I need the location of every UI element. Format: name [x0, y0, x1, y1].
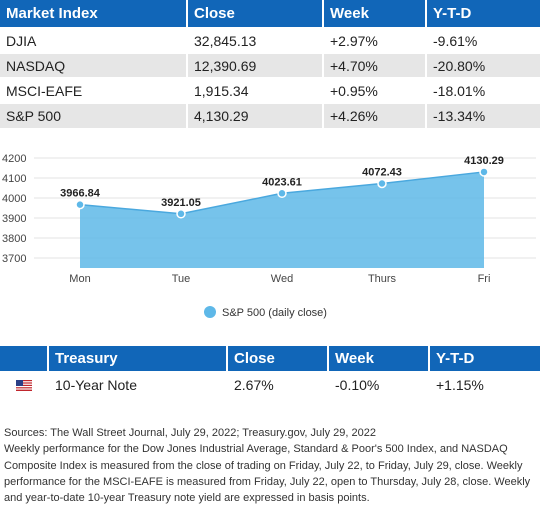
y-tick-label: 3800 [2, 233, 26, 245]
data-label: 4023.61 [262, 176, 302, 188]
methodology-note: Weekly performance for the Dow Jones Ind… [4, 443, 531, 505]
index-close: 4,130.29 [187, 102, 324, 128]
legend-label: S&P 500 (daily close) [222, 307, 327, 319]
header-ytd: Y-T-D [426, 0, 540, 28]
table-row: NASDAQ 12,390.69 +4.70% -20.80% [0, 52, 540, 78]
index-ytd: -9.61% [426, 27, 540, 53]
data-point [277, 188, 287, 199]
y-tick-label: 3700 [2, 253, 26, 265]
index-close: 12,390.69 [187, 52, 324, 78]
index-week: +4.70% [323, 52, 427, 78]
table-row: 10-Year Note 2.67% -0.10% +1.15% [0, 371, 540, 398]
treasury-table-header: Treasury Close Week Y-T-D [0, 346, 540, 371]
treasury-ytd: +1.15% [436, 376, 484, 393]
data-label: 3921.05 [161, 197, 201, 209]
header-week: Week [328, 346, 430, 371]
index-name: S&P 500 [0, 102, 188, 128]
data-point [377, 178, 387, 189]
index-week: +0.95% [323, 77, 427, 103]
data-point [176, 209, 186, 219]
y-tick-label: 3900 [2, 213, 26, 225]
sources-note: Sources: The Wall Street Journal, July 2… [4, 427, 376, 439]
treasury-close: 2.67% [227, 371, 329, 398]
legend-swatch [204, 306, 216, 318]
header-market-index: Market Index [0, 0, 188, 28]
data-label: 4130.29 [464, 155, 504, 167]
flag-cell [0, 371, 49, 398]
series-area [80, 171, 484, 268]
treasury-name: 10-Year Note [48, 371, 228, 398]
treasury-week: -0.10% [328, 371, 430, 398]
index-name: DJIA [0, 27, 188, 53]
footnotes: Sources: The Wall Street Journal, July 2… [4, 425, 536, 506]
index-name: NASDAQ [0, 52, 188, 78]
header-week: Week [323, 0, 427, 28]
sp500-area-chart: 3700 3800 3900 4000 4100 4200 3966.84 3921.05 40… [2, 153, 536, 319]
index-week: +2.97% [323, 27, 427, 53]
data-point [75, 199, 85, 210]
x-tick-label: Mon [69, 273, 90, 285]
table-row: DJIA 32,845.13 +2.97% -9.61% [0, 27, 540, 53]
x-tick-label: Wed [271, 273, 293, 285]
data-label: 4072.43 [362, 167, 402, 179]
header-close: Close [187, 0, 324, 28]
us-flag-icon [15, 380, 32, 392]
index-ytd: -18.01% [426, 77, 540, 103]
index-close: 32,845.13 [187, 27, 324, 53]
header-treasury: Treasury [48, 346, 228, 371]
index-ytd: -20.80% [426, 52, 540, 78]
table-row: MSCI-EAFE 1,915.34 +0.95% -18.01% [0, 77, 540, 103]
index-close: 1,915.34 [187, 77, 324, 103]
index-name: MSCI-EAFE [0, 77, 188, 103]
x-tick-label: Thurs [368, 273, 397, 285]
index-week: +4.26% [323, 102, 427, 128]
data-label: 3966.84 [60, 188, 101, 200]
header-close: Close [227, 346, 329, 371]
table-row: S&P 500 4,130.29 +4.26% -13.34% [0, 102, 540, 128]
treasury-table: Treasury Close Week Y-T-D 10-Year Note 2… [0, 346, 540, 398]
market-table-header: Market Index Close Week Y-T-D [0, 0, 540, 28]
x-tick-label: Tue [172, 273, 191, 285]
index-ytd: -13.34% [426, 102, 540, 128]
y-tick-label: 4200 [2, 153, 26, 165]
header-ytd: Y-T-D [429, 346, 540, 371]
market-index-table: Market Index Close Week Y-T-D DJIA 32,84… [0, 0, 540, 128]
y-tick-label: 4000 [2, 193, 26, 205]
x-tick-label: Fri [478, 273, 491, 285]
y-tick-label: 4100 [2, 173, 26, 185]
header-flag [0, 346, 49, 371]
data-point [479, 167, 489, 177]
